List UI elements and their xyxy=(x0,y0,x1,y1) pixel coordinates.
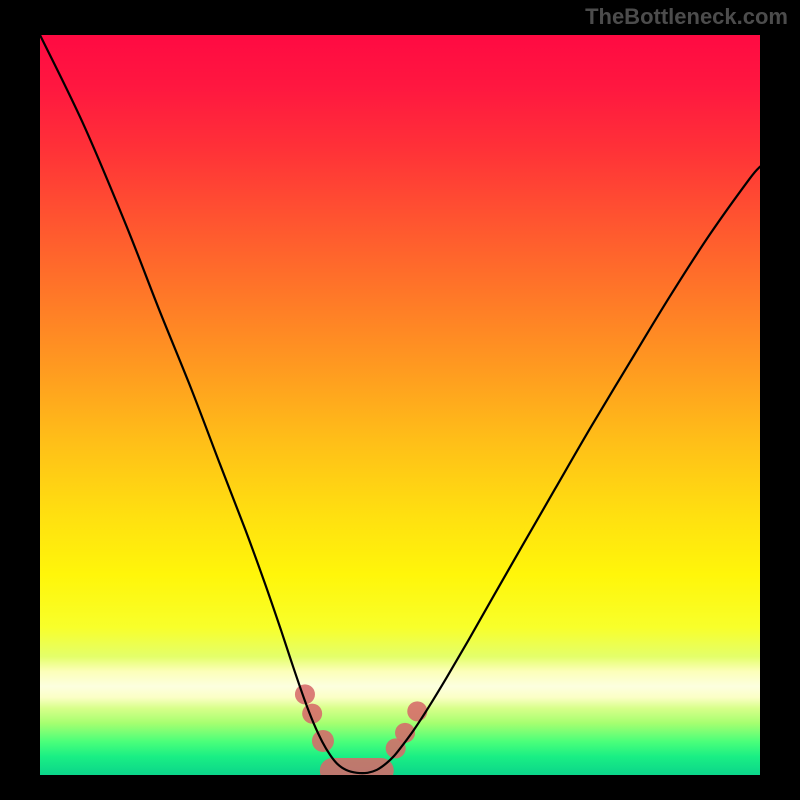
chart-svg xyxy=(40,35,760,775)
marker-dot xyxy=(407,701,427,721)
chart-background xyxy=(40,35,760,775)
chart-plot-area xyxy=(40,35,760,775)
watermark-text: TheBottleneck.com xyxy=(585,4,788,30)
